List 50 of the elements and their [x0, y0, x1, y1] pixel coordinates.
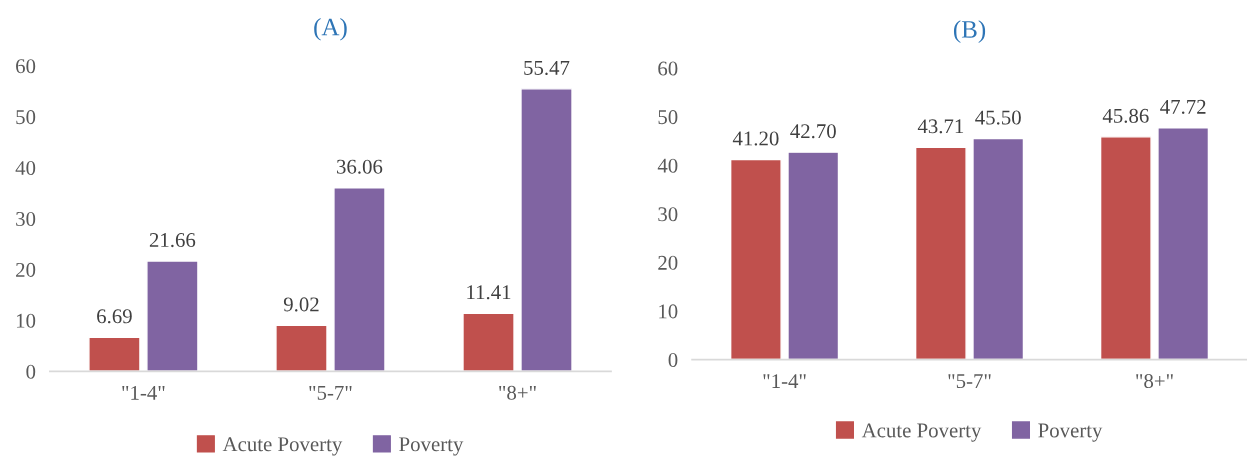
- y-tick-label: 0: [668, 352, 678, 367]
- legend-label: Poverty: [1038, 423, 1103, 442]
- bar: [729, 158, 782, 360]
- data-label: 11.41: [467, 285, 511, 300]
- y-tick-label: 30: [658, 207, 678, 222]
- bar: [1157, 127, 1210, 360]
- bar: [914, 146, 967, 360]
- y-tick-label: 40: [657, 158, 678, 173]
- y-tick-label: 50: [16, 110, 36, 125]
- bar: [146, 260, 199, 372]
- bar: [88, 336, 141, 372]
- data-label: 42.70: [790, 124, 836, 139]
- data-label: 41.20: [732, 131, 779, 146]
- x-tick-label: "1-4": [122, 385, 165, 400]
- bar: [462, 312, 515, 372]
- legend-label: Acute Poverty: [861, 423, 982, 442]
- bar: [520, 88, 573, 372]
- bar: [333, 186, 386, 372]
- data-label: 55.47: [524, 60, 570, 75]
- data-label: 45.50: [975, 110, 1021, 125]
- data-label: 21.66: [149, 233, 196, 248]
- chart-title: (A): [314, 17, 347, 41]
- bar: [972, 137, 1025, 360]
- data-label: 43.71: [917, 119, 964, 134]
- data-label: 9.02: [283, 297, 319, 312]
- data-label: 36.06: [337, 159, 383, 174]
- legend-label: Acute Poverty: [222, 437, 343, 456]
- legend-label: Poverty: [399, 437, 464, 456]
- data-label: 47.72: [1160, 99, 1206, 114]
- y-tick-label: 30: [16, 211, 36, 226]
- bar: [1099, 136, 1152, 360]
- y-tick-label: 40: [15, 161, 36, 176]
- x-tick-label: "5-7": [948, 374, 991, 389]
- y-tick-label: 20: [16, 262, 36, 277]
- data-label: 45.86: [1102, 108, 1149, 123]
- x-tick-label: "5-7": [309, 386, 352, 400]
- y-tick-label: 60: [16, 59, 36, 74]
- chart-title: (B): [953, 20, 986, 43]
- y-tick-label: 60: [658, 61, 678, 76]
- y-tick-label: 10: [659, 304, 678, 319]
- bar: [275, 324, 328, 372]
- y-tick-label: 50: [658, 110, 678, 125]
- y-tick-label: 20: [658, 255, 678, 270]
- data-label: 6.69: [97, 309, 132, 324]
- y-tick-label: 0: [26, 364, 36, 379]
- x-tick-label: "1-4": [763, 374, 806, 388]
- x-tick-label: "8+": [499, 385, 536, 400]
- bar: [787, 151, 840, 360]
- x-tick-label: "8+": [1136, 374, 1173, 389]
- y-tick-label: 10: [16, 313, 36, 328]
